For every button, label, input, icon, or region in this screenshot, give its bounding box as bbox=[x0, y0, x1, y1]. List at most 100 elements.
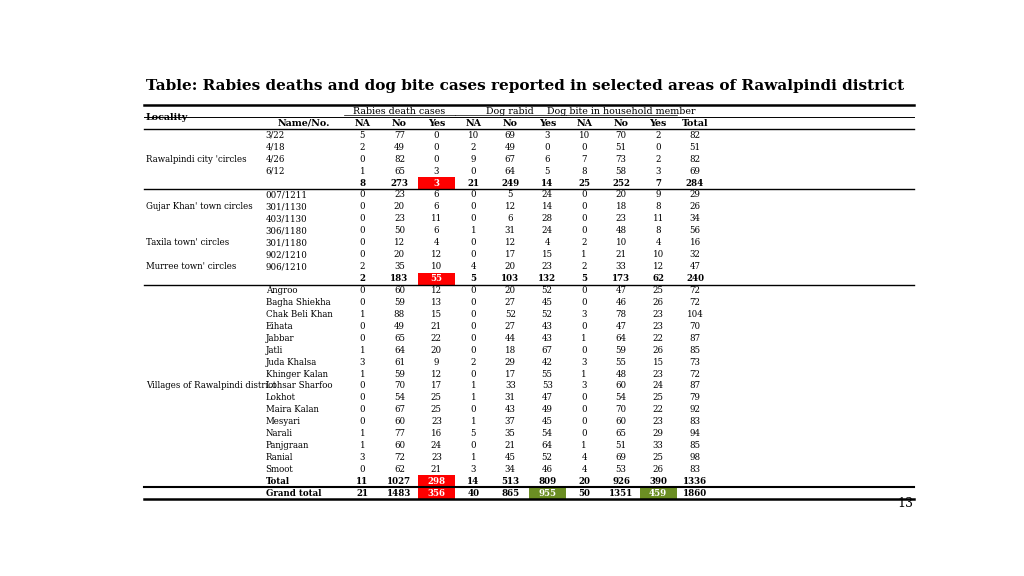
Text: 55: 55 bbox=[542, 370, 553, 378]
Text: 9: 9 bbox=[655, 191, 660, 199]
Text: 4/18: 4/18 bbox=[265, 143, 286, 151]
Text: 3: 3 bbox=[582, 310, 587, 319]
Text: 35: 35 bbox=[394, 262, 404, 271]
Text: 24: 24 bbox=[542, 191, 553, 199]
Text: 12: 12 bbox=[652, 262, 664, 271]
Text: 65: 65 bbox=[394, 166, 404, 176]
Text: 2: 2 bbox=[582, 262, 587, 271]
Text: Total: Total bbox=[265, 477, 290, 486]
Text: 42: 42 bbox=[542, 358, 553, 366]
Text: 10: 10 bbox=[431, 262, 442, 271]
Text: No: No bbox=[613, 119, 629, 128]
Text: No: No bbox=[392, 119, 407, 128]
Text: 49: 49 bbox=[542, 406, 553, 414]
Text: 2: 2 bbox=[359, 143, 366, 151]
Bar bbox=[418, 475, 455, 487]
Text: 4: 4 bbox=[471, 262, 476, 271]
Text: 33: 33 bbox=[652, 441, 664, 450]
Text: 65: 65 bbox=[615, 429, 627, 438]
Text: 29: 29 bbox=[689, 191, 700, 199]
Text: Lokhot: Lokhot bbox=[265, 393, 296, 403]
Text: Rawalpindi city 'circles: Rawalpindi city 'circles bbox=[146, 155, 247, 164]
Text: 83: 83 bbox=[689, 465, 700, 474]
Text: 48: 48 bbox=[615, 370, 627, 378]
Text: 12: 12 bbox=[394, 238, 406, 247]
Text: 77: 77 bbox=[394, 131, 404, 140]
Text: 24: 24 bbox=[431, 441, 442, 450]
Text: 8: 8 bbox=[655, 226, 660, 236]
Text: No: No bbox=[503, 119, 518, 128]
Text: 51: 51 bbox=[615, 441, 627, 450]
Text: 0: 0 bbox=[359, 250, 366, 259]
Text: Jatli: Jatli bbox=[265, 346, 283, 355]
Text: 12: 12 bbox=[505, 238, 516, 247]
Text: 0: 0 bbox=[582, 214, 587, 223]
Text: 0: 0 bbox=[582, 226, 587, 236]
Text: 3: 3 bbox=[359, 358, 366, 366]
Text: 2: 2 bbox=[582, 238, 587, 247]
Text: NA: NA bbox=[577, 119, 592, 128]
Text: Yes: Yes bbox=[428, 119, 445, 128]
Text: 88: 88 bbox=[394, 310, 406, 319]
Text: Grand total: Grand total bbox=[265, 489, 322, 498]
Text: 8: 8 bbox=[655, 202, 660, 211]
Text: 46: 46 bbox=[615, 298, 627, 307]
Text: 78: 78 bbox=[615, 310, 627, 319]
Text: Eihata: Eihata bbox=[265, 322, 293, 331]
Text: Mesyari: Mesyari bbox=[265, 417, 301, 426]
Text: 12: 12 bbox=[431, 370, 442, 378]
Text: 59: 59 bbox=[394, 298, 404, 307]
Text: 0: 0 bbox=[582, 346, 587, 355]
Text: 1: 1 bbox=[582, 441, 587, 450]
Text: 0: 0 bbox=[359, 381, 366, 391]
Text: 0: 0 bbox=[471, 238, 476, 247]
Text: 20: 20 bbox=[615, 191, 627, 199]
Text: Maira Kalan: Maira Kalan bbox=[265, 406, 318, 414]
Text: 56: 56 bbox=[689, 226, 700, 236]
Text: Taxila town' circles: Taxila town' circles bbox=[146, 238, 229, 247]
Text: Angroo: Angroo bbox=[265, 286, 297, 295]
Text: 007/1211: 007/1211 bbox=[265, 191, 307, 199]
Text: Jabbar: Jabbar bbox=[265, 334, 294, 343]
Text: 15: 15 bbox=[652, 358, 664, 366]
Text: 14: 14 bbox=[541, 179, 553, 188]
Text: 906/1210: 906/1210 bbox=[265, 262, 307, 271]
Text: 21: 21 bbox=[615, 250, 627, 259]
Text: 1: 1 bbox=[471, 226, 476, 236]
Text: 14: 14 bbox=[467, 477, 479, 486]
Text: 403/1130: 403/1130 bbox=[265, 214, 307, 223]
Text: 301/1130: 301/1130 bbox=[265, 202, 307, 211]
Text: 14: 14 bbox=[542, 202, 553, 211]
Text: 0: 0 bbox=[471, 166, 476, 176]
Text: 9: 9 bbox=[471, 155, 476, 164]
Text: 1: 1 bbox=[471, 417, 476, 426]
Text: 0: 0 bbox=[471, 202, 476, 211]
Text: 23: 23 bbox=[652, 370, 664, 378]
Text: 0: 0 bbox=[582, 393, 587, 403]
Text: 390: 390 bbox=[649, 477, 667, 486]
Text: 22: 22 bbox=[652, 406, 664, 414]
Text: 0: 0 bbox=[582, 429, 587, 438]
Text: 60: 60 bbox=[394, 417, 406, 426]
Text: 0: 0 bbox=[582, 322, 587, 331]
Text: 23: 23 bbox=[394, 191, 404, 199]
Text: 3: 3 bbox=[359, 453, 366, 462]
Text: Murree town' circles: Murree town' circles bbox=[146, 262, 237, 271]
Text: 73: 73 bbox=[615, 155, 627, 164]
Text: NA: NA bbox=[354, 119, 371, 128]
Text: 25: 25 bbox=[579, 179, 590, 188]
Text: Villages of Rawalpindi district: Villages of Rawalpindi district bbox=[146, 381, 276, 391]
Text: 13: 13 bbox=[898, 498, 913, 510]
Text: 16: 16 bbox=[431, 429, 442, 438]
Text: 20: 20 bbox=[505, 262, 516, 271]
Text: Rabies death cases: Rabies death cases bbox=[353, 107, 445, 116]
Text: 45: 45 bbox=[542, 298, 553, 307]
Text: 35: 35 bbox=[505, 429, 516, 438]
Text: 6/12: 6/12 bbox=[265, 166, 285, 176]
Text: 10: 10 bbox=[468, 131, 479, 140]
Text: 0: 0 bbox=[433, 143, 439, 151]
Text: Dog bite in household member: Dog bite in household member bbox=[547, 107, 695, 116]
Text: 1: 1 bbox=[582, 334, 587, 343]
Text: 70: 70 bbox=[615, 406, 627, 414]
Text: 23: 23 bbox=[652, 310, 664, 319]
